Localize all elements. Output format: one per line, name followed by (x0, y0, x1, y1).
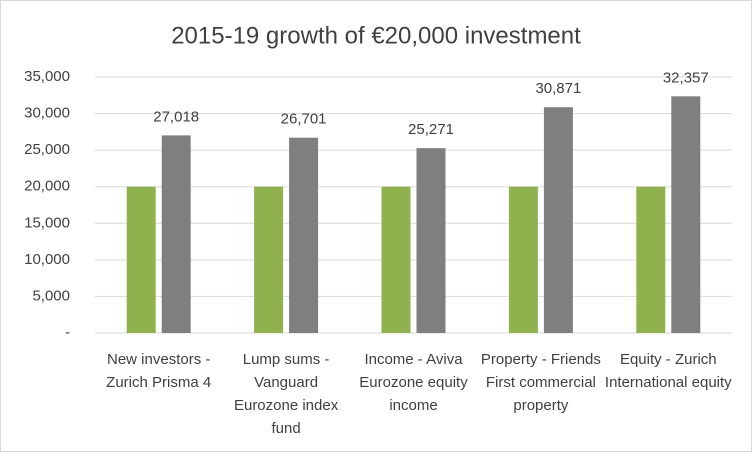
bar (543, 107, 573, 333)
y-tick-label: - (65, 324, 70, 341)
y-tick-label: 25,000 (24, 141, 70, 158)
y-tick-label: 10,000 (24, 251, 70, 268)
bar (126, 186, 156, 333)
data-label: 25,271 (408, 121, 454, 138)
y-tick-label: 35,000 (24, 68, 70, 85)
bar (289, 137, 319, 333)
bar (254, 186, 284, 333)
x-tick-label: New investors - Zurich Prisma 4 (106, 351, 212, 391)
x-tick-label: Property - Friends First commercial prop… (480, 351, 601, 414)
data-label: 27,018 (153, 108, 199, 125)
bar (416, 148, 446, 333)
chart-title: 2015-19 growth of €20,000 investment (171, 22, 581, 49)
x-tick-label: Lump sums - Vanguard Eurozone index fund (233, 351, 339, 437)
data-label: 32,357 (663, 69, 709, 86)
data-label: 26,701 (281, 111, 327, 128)
bar (671, 96, 701, 333)
bar (508, 186, 538, 333)
bar (161, 135, 191, 333)
bar (636, 186, 666, 333)
x-tick-label: Income - Aviva Eurozone equity income (359, 351, 468, 414)
y-tick-label: 20,000 (24, 178, 70, 195)
y-tick-label: 30,000 (24, 105, 70, 122)
y-tick-label: 5,000 (32, 287, 70, 304)
x-tick-label: Equity - Zurich International equity (604, 351, 732, 391)
bar (381, 186, 411, 333)
data-label: 30,871 (535, 80, 581, 97)
y-tick-label: 15,000 (24, 214, 70, 231)
